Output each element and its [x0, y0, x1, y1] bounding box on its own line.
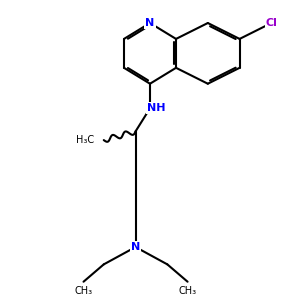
Text: N: N [146, 18, 154, 28]
Text: Cl: Cl [266, 18, 277, 28]
Text: NH: NH [146, 103, 165, 113]
Text: CH₃: CH₃ [178, 286, 196, 296]
Text: N: N [131, 242, 140, 252]
Text: CH₃: CH₃ [74, 286, 93, 296]
Text: H₃C: H₃C [76, 135, 94, 145]
